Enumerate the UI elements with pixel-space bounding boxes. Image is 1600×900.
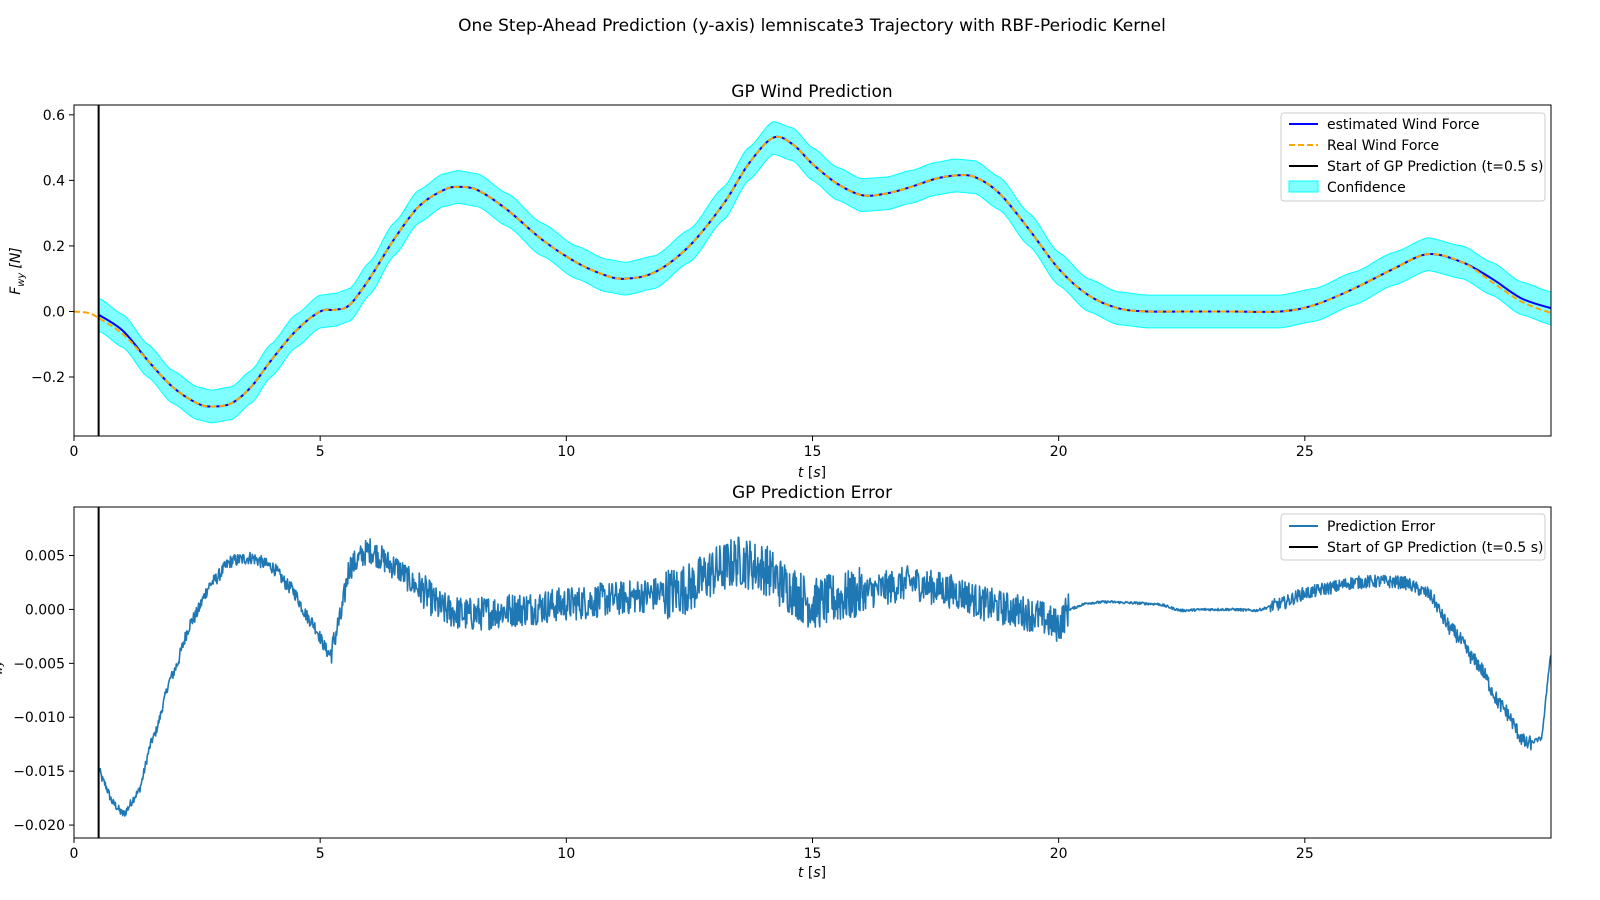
confidence-band	[98, 121, 1551, 424]
bottom-y-tick-label: −0.005	[13, 656, 65, 672]
bottom-legend-box	[1280, 513, 1546, 561]
top-ticks: 0 5 10 15 20 25 −0.2 0.0 0.2 0.4 0.6	[31, 108, 1314, 460]
bottom-x-axis-label: t [s]	[798, 865, 826, 881]
bottom-x-tick-label: 25	[1296, 846, 1314, 862]
bottom-y-tick-label: −0.015	[13, 764, 65, 780]
top-x-tick-label: 0	[70, 444, 79, 460]
bottom-y-tick-label: 0.000	[25, 602, 65, 618]
bottom-x-tick-label: 5	[316, 846, 325, 862]
top-x-tick-label: 10	[557, 444, 575, 460]
top-x-tick-label: 25	[1296, 444, 1314, 460]
legend-label-real: Real Wind Force	[1327, 138, 1439, 154]
legend-label-error: Prediction Error	[1327, 519, 1435, 535]
bottom-x-tick-label: 10	[557, 846, 575, 862]
top-x-tick-label: 5	[316, 444, 325, 460]
top-chart-title: GP Wind Prediction	[731, 82, 892, 102]
legend-label-start-bottom: Start of GP Prediction (t=0.5 s)	[1327, 540, 1544, 556]
top-y-tick-label: 0.0	[43, 304, 65, 320]
bottom-y-axis-label: ewy	[0, 660, 5, 684]
figure-suptitle: One Step-Ahead Prediction (y-axis) lemni…	[458, 16, 1166, 36]
top-legend: estimated Wind Force Real Wind Force Sta…	[1280, 112, 1546, 202]
bottom-legend: Prediction Error Start of GP Prediction …	[1280, 513, 1546, 561]
bottom-plot-area	[97, 507, 1551, 838]
bottom-x-tick-label: 0	[70, 846, 79, 862]
top-x-axis-label: t [s]	[798, 465, 826, 481]
legend-label-estimated: estimated Wind Force	[1327, 117, 1479, 133]
legend-swatch-confidence	[1288, 180, 1319, 193]
legend-label-start-top: Start of GP Prediction (t=0.5 s)	[1327, 159, 1544, 175]
bottom-y-tick-label: 0.005	[25, 549, 65, 565]
series-real-wind-force	[74, 135, 1551, 408]
bottom-x-tick-label: 15	[804, 846, 822, 862]
top-y-tick-label: −0.2	[31, 370, 65, 386]
series-prediction-error	[97, 536, 1551, 817]
top-x-tick-label: 20	[1050, 444, 1068, 460]
prediction-error-panel: GP Prediction Error 0 5 10 15 20 25 −0.020 −0.0…	[0, 483, 1552, 881]
top-y-tick-label: 0.6	[43, 108, 65, 124]
bottom-ticks: 0 5 10 15 20 25 −0.020 −0.015 −0.010 −0.005 0.000 0…	[13, 549, 1314, 862]
legend-label-confidence: Confidence	[1327, 180, 1406, 196]
top-y-tick-label: 0.2	[43, 239, 65, 255]
bottom-y-tick-label: −0.020	[13, 818, 65, 834]
bottom-x-tick-label: 20	[1050, 846, 1068, 862]
top-legend-box	[1280, 112, 1546, 202]
top-y-axis-label: Fwy[N]	[8, 247, 27, 295]
wind-prediction-panel: GP Wind Prediction 0 5 10 15 20 25−0.20.00.20…	[8, 82, 1552, 481]
top-y-tick-label: 0.4	[43, 173, 65, 189]
top-plot-area	[74, 105, 1551, 436]
bottom-chart-title: GP Prediction Error	[732, 483, 892, 503]
bottom-y-tick-label: −0.010	[13, 710, 65, 726]
top-x-tick-label: 15	[804, 444, 822, 460]
